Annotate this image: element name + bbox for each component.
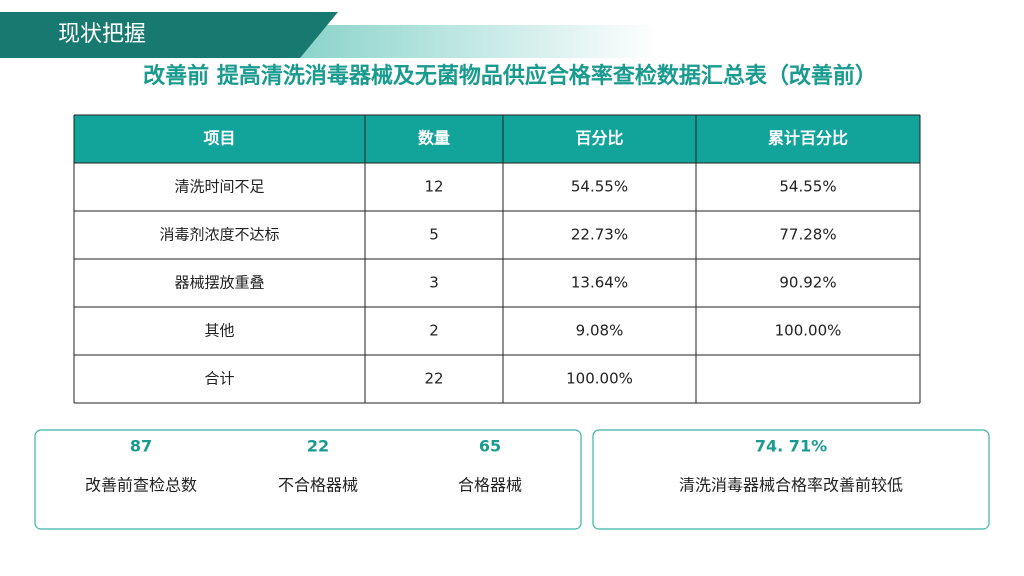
table-cell: 12 — [424, 178, 443, 196]
table-cell: 2 — [429, 322, 439, 340]
table-cell: 100.00% — [566, 370, 633, 388]
table-cell: 77.28% — [779, 226, 836, 244]
table-cell: 清洗时间不足 — [174, 178, 264, 196]
table-cell: 22 — [424, 370, 443, 388]
column-header: 累计百分比 — [768, 129, 848, 148]
table-cell: 54.55% — [779, 178, 836, 196]
table-cell: 5 — [429, 226, 439, 244]
table-cell: 合计 — [204, 370, 234, 388]
table-cell: 100.00% — [775, 322, 842, 340]
summary-box — [592, 429, 990, 530]
stats-box — [34, 429, 582, 530]
table-header-bg — [74, 115, 920, 163]
column-header: 百分比 — [575, 129, 623, 148]
summary-label: 清洗消毒器械合格率改善前较低 — [679, 476, 903, 495]
table-cell: 22.73% — [571, 226, 628, 244]
header-title: 现状把握 — [58, 22, 146, 47]
table-cell: 54.55% — [571, 178, 628, 196]
stat-value: 65 — [479, 437, 501, 456]
header-bar — [0, 12, 338, 58]
table-cell: 13.64% — [571, 274, 628, 292]
table-cell: 其他 — [204, 322, 234, 340]
table-cell: 90.92% — [779, 274, 836, 292]
table-cell: 消毒剂浓度不达标 — [159, 226, 279, 244]
page-title: 改善前 提高清洗消毒器械及无菌物品供应合格率查检数据汇总表（改善前） — [143, 63, 877, 89]
table-cell: 9.08% — [576, 322, 624, 340]
column-header: 项目 — [203, 129, 235, 148]
stat-label: 改善前查检总数 — [85, 476, 197, 495]
column-header: 数量 — [418, 129, 450, 148]
stat-value: 87 — [130, 437, 152, 456]
table-cell: 3 — [429, 274, 439, 292]
summary-value: 74. 71% — [755, 437, 827, 456]
stat-label: 合格器械 — [458, 476, 522, 495]
header-gradient — [265, 25, 660, 58]
stat-label: 不合格器械 — [278, 476, 358, 495]
stat-value: 22 — [307, 437, 329, 456]
table-cell: 器械摆放重叠 — [174, 274, 264, 292]
